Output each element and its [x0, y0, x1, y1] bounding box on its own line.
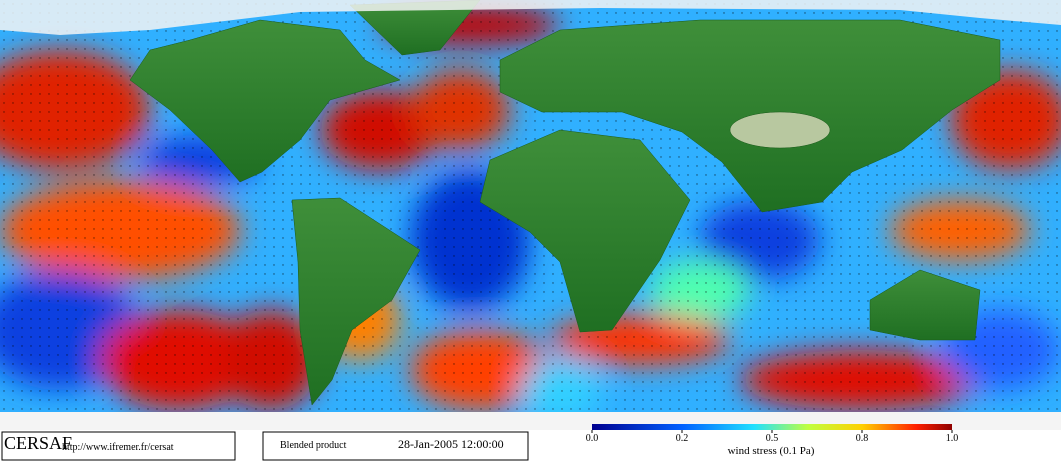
continents	[129, 0, 1001, 406]
colorbar-tick-label: 0.2	[676, 433, 689, 444]
colorbar-tick-label: 0.5	[766, 433, 779, 444]
product-box	[262, 431, 529, 461]
footer: CERSAF http://www.ifremer.fr/cersat Blen…	[0, 424, 1061, 462]
colorbar	[592, 424, 952, 430]
product: Blended product	[280, 440, 347, 451]
colorbar-label: wind stress (0.1 Pa)	[728, 445, 815, 457]
url: http://www.ifremer.fr/cersat	[62, 442, 174, 453]
colorbar-tick-label: 0.0	[586, 433, 599, 444]
date: 28-Jan-2005 12:00:00	[398, 437, 504, 451]
map	[0, 0, 1061, 430]
logo: CERSAF	[4, 433, 72, 453]
logo-box	[1, 431, 236, 461]
colorbar-ticks: 0.0 0.2 0.5 0.8 1.0	[586, 430, 959, 444]
colorbar-tick-label: 1.0	[946, 433, 959, 444]
colorbar-tick-label: 0.8	[856, 433, 869, 444]
